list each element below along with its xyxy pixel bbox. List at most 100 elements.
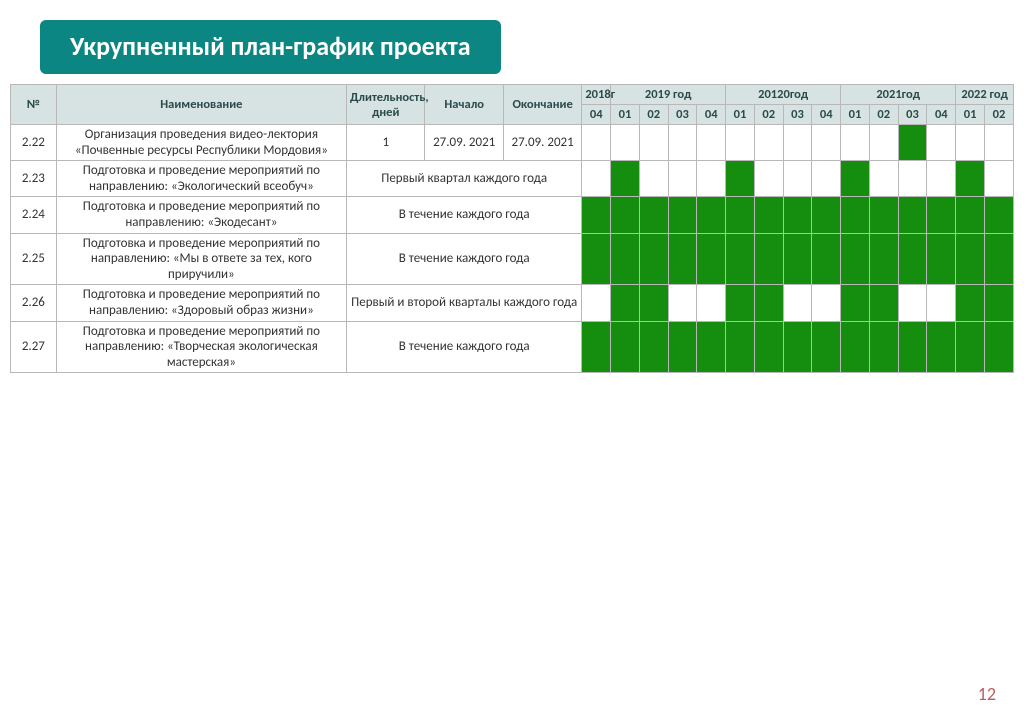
table-row: 2.24Подготовка и проведение мероприятий …: [11, 197, 1014, 233]
gantt-cell: [783, 125, 812, 161]
gantt-cell: [956, 321, 985, 373]
col-q: 01: [611, 105, 640, 125]
gantt-cell: [869, 161, 898, 197]
table-row: 2.27Подготовка и проведение мероприятий …: [11, 321, 1014, 373]
gantt-cell: [783, 285, 812, 321]
col-q: 04: [927, 105, 956, 125]
gantt-cell: [898, 125, 927, 161]
gantt-cell: [582, 161, 611, 197]
gantt-cell: [639, 125, 668, 161]
gantt-cell: [869, 197, 898, 233]
gantt-cell: [668, 321, 697, 373]
gantt-cell: [668, 233, 697, 285]
gantt-cell: [668, 285, 697, 321]
gantt-cell: [639, 321, 668, 373]
gantt-cell: [956, 161, 985, 197]
gantt-cell: [927, 285, 956, 321]
gantt-cell: [639, 197, 668, 233]
gantt-cell: [639, 161, 668, 197]
cell-num: 2.25: [11, 233, 57, 285]
gantt-cell: [927, 233, 956, 285]
gantt-cell: [611, 285, 640, 321]
cell-schedule-text: В течение каждого года: [347, 197, 582, 233]
gantt-cell: [841, 233, 870, 285]
gantt-cell: [754, 321, 783, 373]
col-q: 04: [582, 105, 611, 125]
gantt-cell: [726, 125, 755, 161]
gantt-cell: [898, 197, 927, 233]
gantt-cell: [754, 285, 783, 321]
col-year-2021: 2021год: [841, 85, 956, 105]
gantt-cell: [668, 125, 697, 161]
gantt-cell: [668, 197, 697, 233]
gantt-cell: [582, 233, 611, 285]
gantt-cell: [783, 321, 812, 373]
cell-schedule-text: В течение каждого года: [347, 233, 582, 285]
gantt-cell: [898, 285, 927, 321]
gantt-cell: [869, 233, 898, 285]
gantt-cell: [812, 125, 841, 161]
cell-schedule-text: В течение каждого года: [347, 321, 582, 373]
col-q: 02: [984, 105, 1013, 125]
table-row: 2.25Подготовка и проведение мероприятий …: [11, 233, 1014, 285]
gantt-cell: [927, 161, 956, 197]
col-q: 01: [726, 105, 755, 125]
col-duration: Длительность, дней: [347, 85, 425, 125]
col-name: Наименование: [56, 85, 346, 125]
table-body: 2.22Организация проведения видео-лектори…: [11, 125, 1014, 373]
gantt-cell: [582, 125, 611, 161]
col-q: 03: [668, 105, 697, 125]
table-row: 2.23Подготовка и проведение мероприятий …: [11, 161, 1014, 197]
gantt-cell: [956, 233, 985, 285]
col-q: 03: [898, 105, 927, 125]
gantt-cell: [697, 321, 726, 373]
gantt-cell: [812, 197, 841, 233]
cell-name: Подготовка и проведение мероприятий по н…: [56, 233, 346, 285]
page-title: Укрупненный план-график проекта: [40, 20, 501, 74]
gantt-cell: [639, 233, 668, 285]
cell-end: 27.09. 2021: [503, 125, 581, 161]
col-num: №: [11, 85, 57, 125]
gantt-table: № Наименование Длительность, дней Начало…: [10, 84, 1014, 373]
gantt-cell: [783, 161, 812, 197]
col-start: Начало: [425, 85, 503, 125]
gantt-cell: [841, 285, 870, 321]
gantt-cell: [841, 125, 870, 161]
col-q: 02: [869, 105, 898, 125]
gantt-cell: [639, 285, 668, 321]
gantt-cell: [611, 125, 640, 161]
cell-name: Подготовка и проведение мероприятий по н…: [56, 285, 346, 321]
gantt-cell: [611, 321, 640, 373]
gantt-cell: [726, 321, 755, 373]
gantt-cell: [582, 321, 611, 373]
col-q: 03: [783, 105, 812, 125]
table-row: 2.26Подготовка и проведение мероприятий …: [11, 285, 1014, 321]
table-row: 2.22Организация проведения видео-лектори…: [11, 125, 1014, 161]
cell-num: 2.23: [11, 161, 57, 197]
gantt-cell: [927, 125, 956, 161]
gantt-cell: [956, 197, 985, 233]
gantt-cell: [927, 197, 956, 233]
col-end: Окончание: [503, 85, 581, 125]
col-year-2019: 2019 год: [611, 85, 726, 105]
gantt-cell: [841, 321, 870, 373]
gantt-cell: [927, 321, 956, 373]
cell-num: 2.26: [11, 285, 57, 321]
gantt-cell: [984, 285, 1013, 321]
cell-duration: 1: [347, 125, 425, 161]
gantt-cell: [582, 285, 611, 321]
page: Укрупненный план-график проекта № Наимен…: [0, 0, 1024, 723]
cell-name: Подготовка и проведение мероприятий по н…: [56, 161, 346, 197]
gantt-cell: [726, 161, 755, 197]
table-header: № Наименование Длительность, дней Начало…: [11, 85, 1014, 125]
gantt-cell: [697, 285, 726, 321]
gantt-cell: [668, 161, 697, 197]
col-q: 04: [697, 105, 726, 125]
gantt-cell: [898, 233, 927, 285]
cell-name: Подготовка и проведение мероприятий по н…: [56, 197, 346, 233]
gantt-cell: [582, 197, 611, 233]
gantt-cell: [812, 233, 841, 285]
gantt-cell: [984, 197, 1013, 233]
gantt-cell: [726, 197, 755, 233]
cell-name: Подготовка и проведение мероприятий по н…: [56, 321, 346, 373]
